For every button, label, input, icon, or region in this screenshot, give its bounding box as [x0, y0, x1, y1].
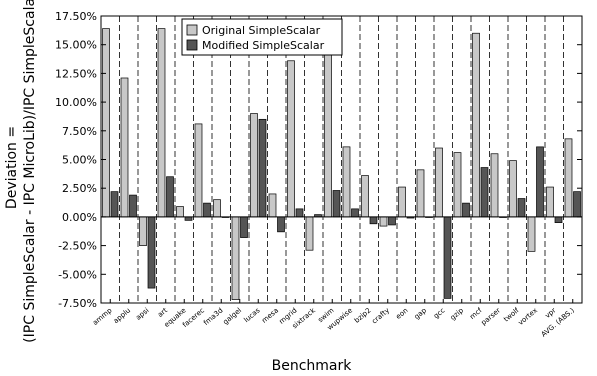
- bar-modified-apsi: [147, 216, 156, 289]
- bar-original-equake: [176, 206, 184, 218]
- bar-original-wupwise: [342, 146, 351, 218]
- legend: Original SimpleScalar Modified SimpleScal…: [181, 18, 343, 56]
- x-tick-label: eon: [394, 306, 409, 321]
- bar-original-gcc: [435, 147, 443, 218]
- bar-modified-mcf: [480, 167, 489, 218]
- bar-original-galgel: [231, 216, 240, 300]
- bar-modified-mesa: [277, 216, 285, 233]
- y-tick-label: 17.50%: [55, 10, 97, 23]
- y-tick-label: -5.00%: [58, 268, 97, 281]
- bar-modified-gzip: [462, 202, 470, 218]
- x-tick-label: parser: [480, 306, 502, 327]
- x-axis-title: Benchmark: [272, 358, 353, 374]
- x-tick-label: galgel: [222, 306, 244, 326]
- axis-layer: [100, 15, 583, 304]
- bar-modified-vortex: [536, 146, 544, 218]
- x-tick-label: vortex: [517, 306, 539, 327]
- x-tick-label: mesa: [260, 306, 280, 324]
- bar-original-applu: [120, 77, 129, 218]
- bar-modified-wupwise: [351, 208, 359, 218]
- bar-original-parser: [490, 153, 499, 218]
- bar-original-crafty: [379, 216, 388, 227]
- bar-original-vortex: [527, 216, 536, 252]
- bar-modified-vpr: [554, 216, 563, 223]
- y-tick-label: 12.50%: [55, 67, 97, 80]
- bar-modified-galgel: [240, 216, 248, 238]
- legend-swatch: [186, 24, 198, 36]
- bar-modified-equake: [184, 216, 193, 221]
- legend-swatch: [186, 39, 198, 51]
- bar-modified-applu: [129, 194, 137, 218]
- x-tick-label: art: [156, 306, 169, 319]
- y-tick-label: 15.00%: [55, 39, 97, 52]
- bar-original-mgrid: [287, 60, 295, 218]
- y-tick-label: 10.00%: [55, 96, 97, 109]
- y-tick-label: 5.00%: [62, 154, 97, 167]
- x-tick-label: AVG. (ABS.): [540, 306, 576, 338]
- bar-original-lucas: [250, 113, 258, 218]
- bar-original-mesa: [268, 193, 277, 218]
- bar-original-gap: [416, 169, 425, 218]
- bar-original-gzip: [453, 152, 462, 218]
- bar-original-art: [157, 28, 166, 218]
- bar-modified-facerec: [203, 202, 211, 218]
- bar-original-fma3d: [213, 199, 221, 218]
- y-tick-label: -2.50%: [58, 240, 97, 253]
- x-tick-label: lucas: [242, 306, 261, 324]
- bar-modified-art: [166, 176, 174, 218]
- y-axis-title-line: Deviation =: [4, 126, 20, 209]
- bar-original-sixtrack: [305, 216, 314, 251]
- bar-modified-gcc: [443, 216, 452, 299]
- bar-modified-avg-abs-: [573, 191, 581, 218]
- y-tick-label: -7.50%: [58, 297, 97, 310]
- bar-layer: [102, 28, 581, 300]
- bar-original-mcf: [472, 32, 480, 218]
- y-axis-title-line: (IPC SimpleScalar - IPC MicroLib)/IPC Si…: [22, 0, 38, 343]
- bar-modified-twolf: [517, 198, 526, 218]
- x-tick-label: fma3d: [202, 306, 224, 327]
- x-tick-label: vpr: [544, 306, 558, 320]
- y-tick-label: 0.00%: [62, 211, 97, 224]
- bar-original-twolf: [509, 160, 517, 218]
- y-tick-label: 7.50%: [62, 125, 97, 138]
- y-tick-label: 2.50%: [62, 182, 97, 195]
- bar-modified-mgrid: [295, 208, 304, 218]
- x-tick-label: applu: [112, 306, 132, 325]
- bar-original-avg-abs-: [564, 138, 573, 218]
- x-tick-label: bzip2: [353, 306, 373, 324]
- x-tick-label: gap: [413, 306, 429, 321]
- bar-original-apsi: [139, 216, 147, 246]
- bar-original-facerec: [194, 123, 203, 218]
- bar-original-eon: [398, 186, 406, 218]
- legend-label: Modified SimpleScalar: [202, 39, 325, 52]
- bar-original-swim: [324, 28, 332, 218]
- bar-original-bzip2: [361, 175, 369, 218]
- bar-modified-swim: [332, 190, 341, 218]
- bar-original-vpr: [546, 186, 554, 218]
- x-tick-label: gzip: [449, 306, 466, 322]
- x-tick-label: apsi: [134, 306, 150, 321]
- legend-label: Original SimpleScalar: [202, 24, 321, 37]
- grid-layer: [119, 16, 564, 303]
- legend-box: [181, 18, 343, 56]
- bar-modified-crafty: [388, 216, 396, 226]
- bar-modified-lucas: [258, 118, 267, 218]
- bar-modified-bzip2: [369, 216, 378, 225]
- x-tick-label: gcc: [432, 306, 447, 320]
- x-tick-label: crafty: [370, 306, 391, 325]
- bar-modified-ammp: [110, 191, 119, 218]
